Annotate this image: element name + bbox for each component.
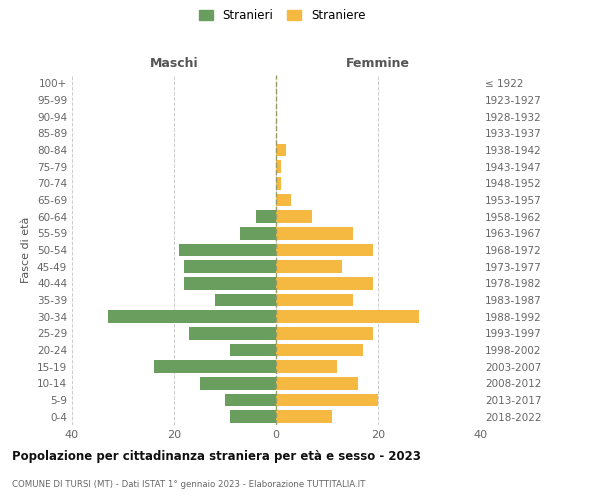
Text: Popolazione per cittadinanza straniera per età e sesso - 2023: Popolazione per cittadinanza straniera p… [12, 450, 421, 463]
Bar [276, 294, 353, 306]
Bar [108, 310, 276, 323]
Bar [276, 360, 337, 373]
Bar [276, 377, 358, 390]
Text: Maschi: Maschi [149, 57, 199, 70]
Bar [199, 377, 276, 390]
Bar [225, 394, 276, 406]
Bar [276, 394, 378, 406]
Text: Femmine: Femmine [346, 57, 410, 70]
Bar [184, 260, 276, 273]
Bar [276, 144, 286, 156]
Text: COMUNE DI TURSI (MT) - Dati ISTAT 1° gennaio 2023 - Elaborazione TUTTITALIA.IT: COMUNE DI TURSI (MT) - Dati ISTAT 1° gen… [12, 480, 365, 489]
Bar [276, 277, 373, 289]
Bar [240, 227, 276, 239]
Bar [184, 277, 276, 289]
Bar [215, 294, 276, 306]
Bar [256, 210, 276, 223]
Legend: Stranieri, Straniere: Stranieri, Straniere [195, 6, 369, 26]
Bar [276, 177, 281, 190]
Bar [276, 210, 312, 223]
Bar [179, 244, 276, 256]
Bar [230, 410, 276, 423]
Bar [276, 310, 419, 323]
Y-axis label: Fasce di età: Fasce di età [22, 217, 31, 283]
Bar [276, 327, 373, 340]
Bar [276, 160, 281, 173]
Bar [276, 344, 362, 356]
Bar [190, 327, 276, 340]
Bar [154, 360, 276, 373]
Bar [276, 227, 353, 239]
Bar [276, 260, 342, 273]
Bar [276, 410, 332, 423]
Bar [276, 244, 373, 256]
Bar [230, 344, 276, 356]
Bar [276, 194, 292, 206]
